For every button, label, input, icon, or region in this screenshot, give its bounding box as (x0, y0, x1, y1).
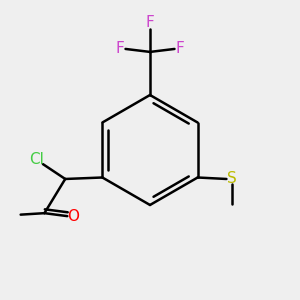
Text: F: F (116, 41, 125, 56)
Text: F: F (146, 15, 154, 30)
Text: F: F (175, 41, 184, 56)
Text: Cl: Cl (30, 152, 44, 167)
Text: O: O (67, 208, 79, 224)
Text: S: S (227, 172, 237, 187)
